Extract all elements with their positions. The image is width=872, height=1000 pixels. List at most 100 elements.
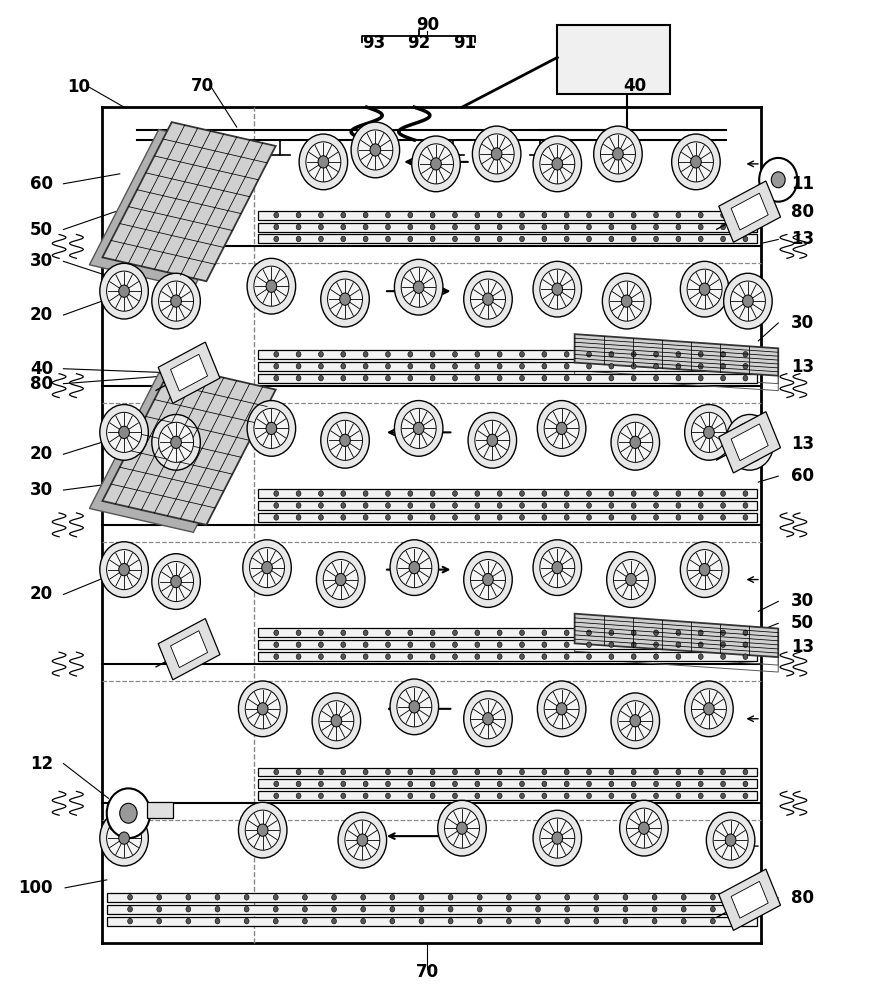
Circle shape [475,491,480,496]
Circle shape [507,918,511,924]
Circle shape [401,267,436,307]
Circle shape [408,224,412,230]
Circle shape [257,703,268,715]
Circle shape [254,408,289,448]
Circle shape [623,894,628,900]
Circle shape [215,906,220,912]
Circle shape [318,375,324,381]
Circle shape [482,573,494,586]
Bar [106,917,757,926]
Circle shape [594,906,599,912]
Circle shape [475,236,480,242]
Circle shape [564,654,569,659]
Circle shape [618,422,653,462]
Circle shape [303,918,307,924]
Circle shape [497,515,502,520]
Circle shape [603,273,651,329]
Circle shape [542,654,547,659]
Circle shape [453,224,458,230]
Circle shape [497,630,502,636]
Circle shape [743,212,748,218]
Circle shape [676,503,681,508]
Text: 30: 30 [791,592,814,610]
Circle shape [364,781,368,787]
Circle shape [106,788,150,838]
Bar [258,374,757,383]
Circle shape [274,375,279,381]
Circle shape [430,236,435,242]
Circle shape [394,401,443,456]
Polygon shape [171,354,208,391]
Circle shape [408,793,412,799]
Circle shape [739,918,745,924]
Circle shape [676,793,681,799]
Circle shape [273,906,278,912]
Circle shape [475,352,480,357]
Circle shape [341,654,345,659]
Circle shape [698,515,703,520]
Circle shape [743,642,748,647]
Text: 80: 80 [791,203,814,221]
Circle shape [654,630,658,636]
Circle shape [497,236,502,242]
Circle shape [448,918,453,924]
Circle shape [565,906,569,912]
Circle shape [698,363,703,369]
Circle shape [331,918,337,924]
Circle shape [99,810,148,866]
Circle shape [631,503,637,508]
Circle shape [408,491,412,496]
Circle shape [587,363,591,369]
Circle shape [430,491,435,496]
Circle shape [482,713,494,725]
Circle shape [685,681,733,737]
Circle shape [533,261,582,317]
Circle shape [654,515,658,520]
Circle shape [364,375,368,381]
Circle shape [274,503,279,508]
Circle shape [340,434,351,446]
Circle shape [540,548,575,588]
Circle shape [480,134,514,174]
Circle shape [430,769,435,775]
Circle shape [676,363,681,369]
Circle shape [186,894,191,900]
Circle shape [317,552,365,607]
Circle shape [587,630,591,636]
Circle shape [743,352,748,357]
Bar [258,779,757,788]
Circle shape [654,375,658,381]
Circle shape [542,224,547,230]
Circle shape [306,142,341,182]
Circle shape [631,236,637,242]
Circle shape [654,781,658,787]
Circle shape [676,642,681,647]
Circle shape [497,224,502,230]
Circle shape [542,375,547,381]
Circle shape [676,491,681,496]
Circle shape [520,236,524,242]
Polygon shape [575,614,778,657]
Circle shape [157,894,161,900]
Circle shape [542,769,547,775]
Circle shape [535,894,541,900]
Polygon shape [90,130,262,289]
Circle shape [351,122,399,178]
Circle shape [247,258,296,314]
Circle shape [739,894,745,900]
Circle shape [698,352,703,357]
Circle shape [408,236,412,242]
Circle shape [601,134,636,174]
Circle shape [341,212,345,218]
Text: 20: 20 [30,585,53,603]
Circle shape [318,630,324,636]
Circle shape [357,834,368,846]
Circle shape [364,352,368,357]
Circle shape [631,491,637,496]
Circle shape [430,515,435,520]
Circle shape [385,363,391,369]
Circle shape [564,630,569,636]
Circle shape [611,693,659,749]
Text: 50: 50 [30,221,53,239]
Circle shape [457,822,467,834]
